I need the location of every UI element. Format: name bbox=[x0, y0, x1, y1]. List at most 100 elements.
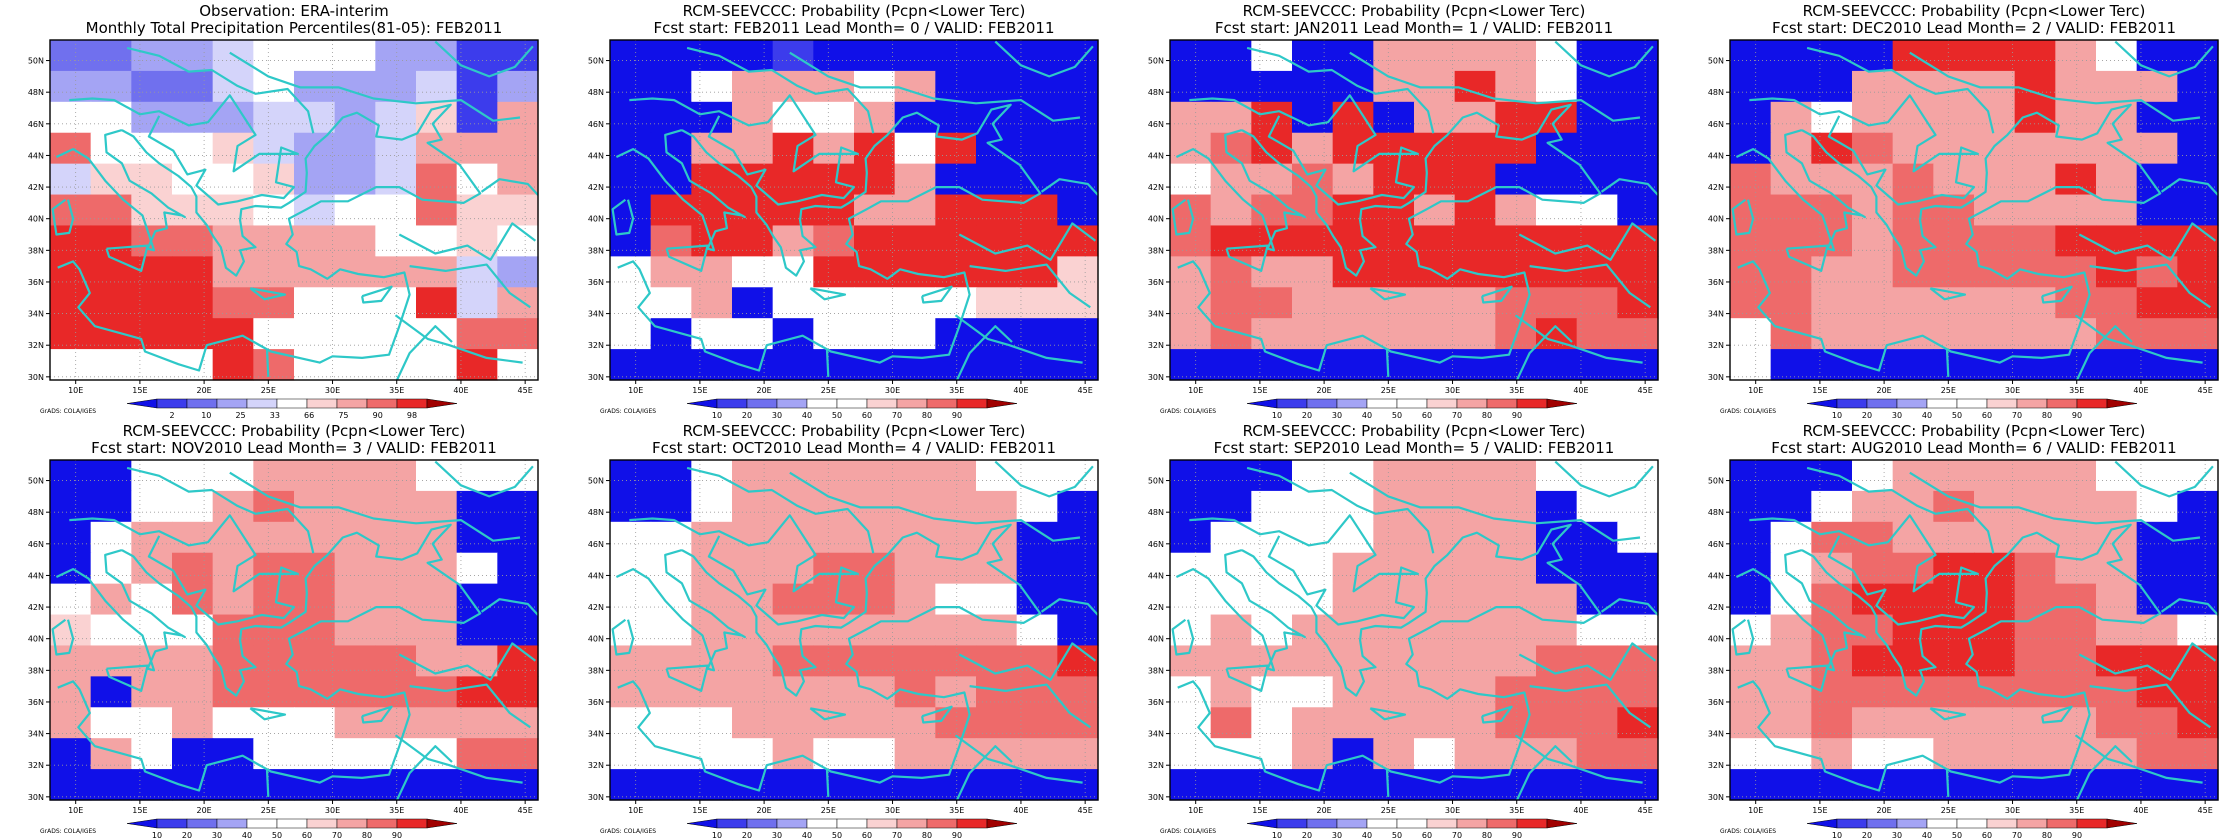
grid-cell bbox=[90, 645, 132, 677]
grid-cell bbox=[1495, 70, 1537, 103]
lon-tick-label: 40E bbox=[453, 806, 468, 815]
grid-cell bbox=[1454, 225, 1496, 257]
coastline bbox=[1171, 618, 1195, 656]
grid-cell bbox=[1414, 645, 1456, 677]
grid-cell bbox=[1016, 614, 1058, 647]
legend-label: 30 bbox=[212, 831, 222, 840]
grid-cell bbox=[416, 676, 458, 708]
grid-cell bbox=[1933, 769, 1975, 801]
coastline bbox=[1369, 287, 1407, 301]
coastline bbox=[126, 466, 315, 554]
grid-cell bbox=[1536, 101, 1578, 134]
grid-cell bbox=[1210, 256, 1252, 288]
grid-cell bbox=[1057, 676, 1099, 708]
legend-label: 10 bbox=[712, 831, 722, 840]
grid-cell bbox=[650, 40, 692, 72]
coastline bbox=[1481, 705, 1513, 724]
grid-cell bbox=[2096, 287, 2138, 319]
grads-credit: GrADS: COLA/IGES bbox=[1160, 408, 1216, 415]
grid-cell bbox=[935, 287, 977, 319]
grid-cell bbox=[1332, 552, 1374, 585]
lon-tick-label: 40E bbox=[1013, 806, 1028, 815]
grid-cell bbox=[1892, 349, 1934, 381]
grid-cell bbox=[2177, 349, 2219, 381]
legend-label: 30 bbox=[772, 831, 782, 840]
lat-tick-label: 46N bbox=[1708, 120, 1724, 129]
grid-cell bbox=[1933, 70, 1975, 103]
grid-cell bbox=[1016, 256, 1058, 288]
legend-swatch bbox=[1276, 398, 1308, 409]
lat-tick-label: 36N bbox=[588, 698, 604, 707]
grid-cell bbox=[497, 287, 539, 319]
grid-cell bbox=[253, 70, 295, 103]
grads-credit: GrADS: COLA/IGES bbox=[600, 828, 656, 835]
grid-cell bbox=[1016, 132, 1058, 165]
lat-tick-label: 48N bbox=[588, 88, 604, 97]
lat-tick-label: 34N bbox=[1708, 730, 1724, 739]
grid-cell bbox=[334, 738, 376, 770]
grid-cell bbox=[1454, 349, 1496, 381]
lon-tick-label: 10E bbox=[1188, 806, 1203, 815]
grid-cell bbox=[1892, 132, 1934, 165]
grid-cell bbox=[1974, 738, 2016, 770]
legend-swatch bbox=[1486, 398, 1518, 409]
legend-swatch bbox=[866, 818, 898, 829]
grid-cell bbox=[1057, 645, 1099, 677]
grid-cell bbox=[1811, 256, 1853, 288]
grid-cell bbox=[1852, 614, 1894, 647]
lon-tick-label: 25E bbox=[1381, 386, 1396, 395]
lat-tick-label: 30N bbox=[588, 373, 604, 382]
grid-cell bbox=[2096, 225, 2138, 257]
coastline bbox=[958, 642, 1097, 681]
grid-cell bbox=[1576, 552, 1618, 585]
colorbar-legend: 10 20 30 40 50 60 70 80 90 bbox=[1246, 818, 1578, 840]
grid-cell bbox=[1730, 101, 1772, 134]
grid-cell bbox=[2177, 256, 2219, 288]
grid-cell bbox=[90, 132, 132, 165]
grid-cell bbox=[90, 490, 132, 523]
coastline bbox=[395, 745, 453, 800]
grid-cell bbox=[497, 460, 539, 492]
coastline bbox=[611, 618, 635, 656]
coastline bbox=[249, 287, 287, 301]
grid-cell bbox=[1617, 738, 1659, 770]
grid-cell bbox=[334, 552, 376, 585]
lat-tick-label: 44N bbox=[1148, 571, 1164, 580]
grid-cell bbox=[1617, 676, 1659, 708]
grid-cell bbox=[610, 101, 652, 134]
grid-cell bbox=[131, 40, 173, 72]
grid-cell bbox=[1617, 287, 1659, 319]
grid-cell bbox=[1251, 40, 1293, 72]
lat-tick-label: 32N bbox=[588, 341, 604, 350]
legend-label: 50 bbox=[1952, 411, 1962, 420]
coastline bbox=[665, 244, 709, 272]
grads-credit: GrADS: COLA/IGES bbox=[40, 828, 96, 835]
lat-tick-label: 38N bbox=[1708, 666, 1724, 675]
grid-cell bbox=[813, 552, 855, 585]
legend-swatch bbox=[1276, 818, 1308, 829]
grid-cell bbox=[935, 583, 977, 616]
legend-swatch bbox=[1926, 398, 1958, 409]
grid-cell bbox=[935, 194, 977, 227]
grads-credit: GrADS: COLA/IGES bbox=[1720, 828, 1776, 835]
grid-cell bbox=[1057, 769, 1099, 801]
grid-cell bbox=[1251, 707, 1293, 739]
colorbar-legend: 10 20 30 40 50 60 70 80 90 bbox=[1806, 818, 2138, 840]
legend-label: 70 bbox=[892, 411, 902, 420]
grid-cell bbox=[772, 707, 814, 739]
grid-cell bbox=[334, 132, 376, 165]
grid-cell bbox=[854, 225, 896, 257]
grid-cell bbox=[2136, 521, 2178, 554]
legend-swatch bbox=[806, 818, 838, 829]
coastline bbox=[394, 734, 523, 784]
grid-cell bbox=[854, 287, 896, 319]
grid-cell bbox=[610, 70, 652, 103]
grid-cell bbox=[732, 194, 774, 227]
grid-cell bbox=[732, 256, 774, 288]
legend-label: 70 bbox=[1452, 831, 1462, 840]
legend-label: 10 bbox=[1272, 411, 1282, 420]
grid-cell bbox=[1057, 132, 1099, 165]
coastline bbox=[57, 523, 482, 792]
grid-cell bbox=[610, 769, 652, 801]
lat-tick-label: 50N bbox=[28, 57, 44, 66]
